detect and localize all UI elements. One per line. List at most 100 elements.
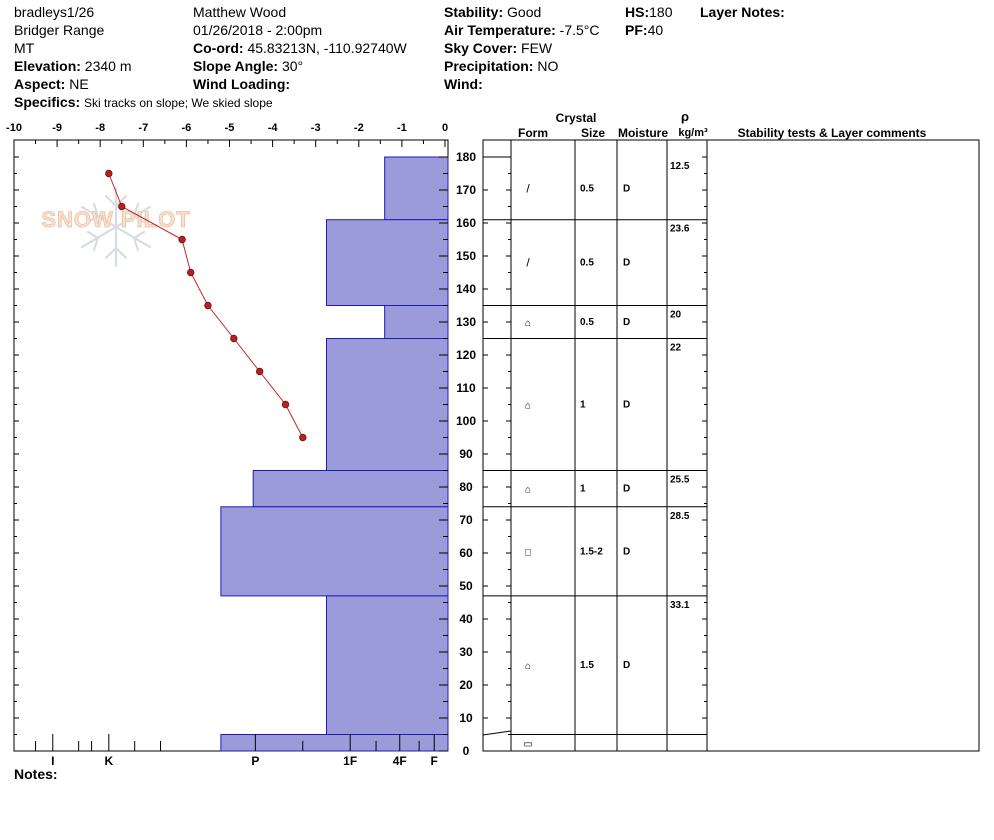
height-tick-label: 140 xyxy=(456,282,476,296)
moisture-cell: D xyxy=(623,400,630,411)
hardness-label: F xyxy=(431,754,438,768)
precip-row: Precipitation: NO xyxy=(444,58,558,74)
hardness-profile xyxy=(220,156,449,752)
height-tick-label: 50 xyxy=(459,579,473,593)
density-cell: 23.6 xyxy=(670,224,690,235)
height-tick-label: 180 xyxy=(456,150,476,164)
hardness-label: K xyxy=(104,754,113,768)
date-time: 01/26/2018 - 2:00pm xyxy=(193,22,323,38)
temperature-point xyxy=(178,235,186,244)
hardness-bar xyxy=(220,506,449,597)
hardness-bar xyxy=(384,305,449,339)
crystal-form-icon: ▭ xyxy=(523,739,532,750)
moisture-header: Moisture xyxy=(618,126,668,140)
height-tick-label: 100 xyxy=(456,414,476,428)
temperature-profile xyxy=(105,169,307,442)
sky-label: Sky Cover: xyxy=(444,40,518,56)
layer-connector xyxy=(482,730,512,736)
hs-label: HS: xyxy=(625,4,650,20)
height-tick-label: 120 xyxy=(456,348,476,362)
aspect-value: NE xyxy=(69,76,89,92)
layer-notes-label: Layer Notes: xyxy=(700,4,785,20)
table-frame xyxy=(482,139,980,752)
pf-label: PF: xyxy=(625,22,648,38)
temp-tick-label: -5 xyxy=(225,122,235,134)
height-tick-label: 30 xyxy=(459,645,473,659)
stability-label: Stability: xyxy=(444,4,504,20)
slope-value: 30° xyxy=(281,58,304,74)
state-name: MT xyxy=(14,40,35,56)
crystal-size-cell: 1.5 xyxy=(580,660,594,671)
crystal-size-cell: 1.5-2 xyxy=(580,546,603,557)
density-unit-header: kg/m³ xyxy=(678,127,708,139)
crystal-form-icon: □ xyxy=(525,547,531,558)
temp-tick-label: -8 xyxy=(95,122,105,134)
temperature-point xyxy=(204,301,212,310)
pit-name: bradleys1/26 xyxy=(14,4,95,20)
precip-label: Precipitation: xyxy=(444,58,534,74)
density-cell: 20 xyxy=(670,310,682,321)
temp-tick-label: -9 xyxy=(52,122,62,134)
hardness-bar xyxy=(220,734,449,752)
coord-value: 45.83213N, -110.92740W xyxy=(247,40,407,56)
crystal-header: Crystal xyxy=(556,111,597,125)
moisture-cell: D xyxy=(623,484,630,495)
notes-label: Notes: xyxy=(14,766,58,782)
density-cell: 28.5 xyxy=(670,511,690,522)
hardness-bar xyxy=(252,470,449,508)
crystal-size-cell: 0.5 xyxy=(580,258,594,269)
watermark-text: SNOW PILOT xyxy=(41,207,190,232)
moisture-cell: D xyxy=(623,258,630,269)
watermark: SNOW PILOT xyxy=(41,186,190,268)
aspect-row: Aspect: NE xyxy=(14,76,89,92)
height-tick-label: 70 xyxy=(459,513,473,527)
slope-row: Slope Angle: 30° xyxy=(193,58,303,74)
crystal-size-cell: 0.5 xyxy=(580,183,594,194)
coord-row: Co-ord: 45.83213N, -110.92740W xyxy=(193,40,407,56)
hs-row: HS:180 xyxy=(625,4,672,20)
elevation-label: Elevation: xyxy=(14,58,81,74)
hs-value: 180 xyxy=(649,4,673,20)
sky-value: FEW xyxy=(521,40,553,56)
aspect-label: Aspect: xyxy=(14,76,66,92)
height-tick-label: 160 xyxy=(456,216,476,230)
temp-tick-label: 0 xyxy=(442,122,448,134)
range-name: Bridger Range xyxy=(14,22,105,38)
density-cell: 25.5 xyxy=(670,475,690,486)
hardness-bar xyxy=(384,156,449,221)
rho-header: ρ xyxy=(681,109,689,124)
form-header: Form xyxy=(518,126,548,140)
temperature-point xyxy=(187,268,195,277)
temp-tick-label: -1 xyxy=(397,122,407,134)
height-tick-label: 110 xyxy=(456,381,476,395)
temperature-point xyxy=(299,433,307,442)
precip-value: NO xyxy=(537,58,559,74)
height-tick-label: 40 xyxy=(459,612,473,626)
layer-table: Crystal Form Size Moisture ρ kg/m³ Stabi… xyxy=(482,109,980,752)
height-tick-label: 0 xyxy=(463,744,470,758)
air-temp-value: -7.5°C xyxy=(559,22,600,38)
axes: -10 -9 -8 -7 -6 -5 -4 -3 -2 -1 0010203040506070809… xyxy=(6,122,707,768)
comments-header: Stability tests & Layer comments xyxy=(738,126,927,140)
temp-tick-label: -2 xyxy=(354,122,364,134)
density-cell: 22 xyxy=(670,343,682,354)
hardness-bar xyxy=(325,338,449,471)
hardness-label: 1F xyxy=(343,754,357,768)
temp-tick-label: -4 xyxy=(268,122,279,134)
density-cell: 12.5 xyxy=(670,161,690,172)
temperature-point xyxy=(105,169,113,178)
crystal-size-cell: 1 xyxy=(580,484,586,495)
crystal-size-cell: 0.5 xyxy=(580,317,594,328)
height-tick-label: 150 xyxy=(456,249,476,263)
wind-loading-label: Wind Loading: xyxy=(193,76,291,92)
crystal-form-icon: / xyxy=(526,256,530,270)
height-tick-label: 170 xyxy=(456,183,476,197)
snowflake-icon xyxy=(80,186,152,268)
moisture-cell: D xyxy=(623,183,630,194)
height-tick-label: 90 xyxy=(459,447,473,461)
specifics-value: Ski tracks on slope; We skied slope xyxy=(84,96,273,110)
pf-value: 40 xyxy=(647,22,664,38)
temperature-point xyxy=(118,202,126,211)
hardness-label: 4F xyxy=(393,754,407,768)
